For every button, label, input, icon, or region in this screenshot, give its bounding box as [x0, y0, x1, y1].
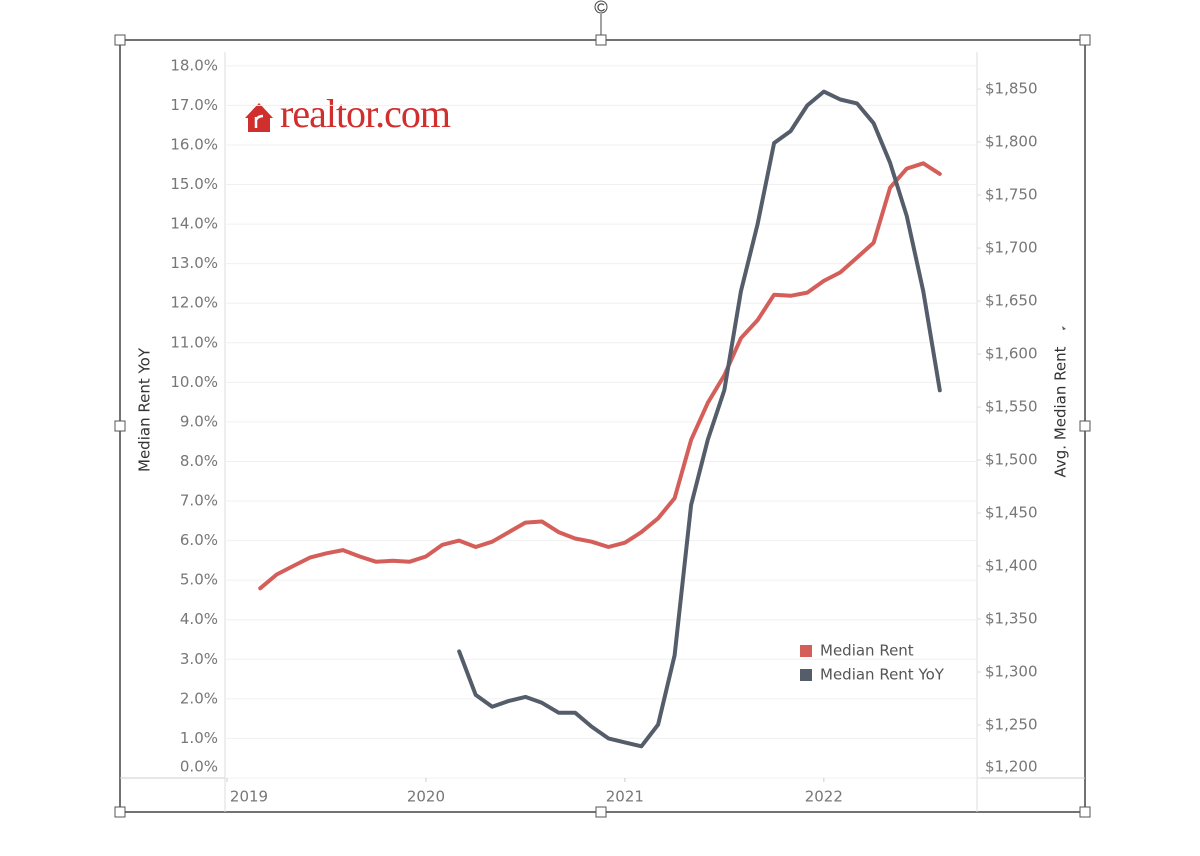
pin-icon	[1056, 326, 1066, 333]
y2-axis-title: Avg. Median Rent	[1052, 346, 1070, 477]
y-axis-title: Median Rent YoY	[136, 347, 154, 472]
y-tick-label: 18.0%	[170, 56, 218, 74]
resize-handle[interactable]	[114, 806, 126, 818]
legend-swatch	[800, 645, 812, 657]
y2-tick-label: $1,550	[985, 398, 1038, 416]
legend-item: Median Rent	[800, 642, 914, 660]
resize-handle[interactable]	[595, 806, 607, 818]
y-tick-label: 9.0%	[180, 412, 218, 430]
y-tick-label: 11.0%	[170, 333, 218, 351]
y2-tick-label: $1,850	[985, 80, 1038, 98]
y-tick-label: 15.0%	[170, 175, 218, 193]
resize-handle[interactable]	[114, 34, 126, 46]
logo-r	[254, 114, 264, 128]
series-line	[258, 161, 942, 591]
resize-handles	[114, 34, 1091, 818]
y2-tick-label: $1,400	[985, 557, 1038, 575]
y2-tick-label: $1,250	[985, 716, 1038, 734]
logo-text: realtor.com	[280, 91, 451, 136]
x-tick-label: 2019	[230, 788, 268, 806]
legend-label: Median Rent YoY	[820, 666, 945, 684]
y-tick-label: 7.0%	[180, 492, 218, 510]
y-tick-label: 1.0%	[180, 729, 218, 747]
y2-tick-label: $1,600	[985, 345, 1038, 363]
selection-frame	[119, 39, 1086, 813]
resize-handle[interactable]	[1079, 806, 1091, 818]
legend-swatch	[800, 669, 812, 681]
series-line	[457, 89, 942, 749]
y-tick-label: 16.0%	[170, 135, 218, 153]
y-tick-label: 6.0%	[180, 531, 218, 549]
resize-handle[interactable]	[114, 420, 126, 432]
y2-tick-label: $1,750	[985, 186, 1038, 204]
y2-tick-label: $1,350	[985, 610, 1038, 628]
y-tick-label: 12.0%	[170, 294, 218, 312]
x-tick-label: 2020	[407, 788, 445, 806]
resize-handle[interactable]	[1079, 420, 1091, 432]
y-tick-label: 13.0%	[170, 254, 218, 272]
y-tick-label: 10.0%	[170, 373, 218, 391]
y-tick-label: 17.0%	[170, 96, 218, 114]
y2-tick-label: $1,450	[985, 504, 1038, 522]
resize-handle[interactable]	[1079, 34, 1091, 46]
y2-tick-label: $1,700	[985, 239, 1038, 257]
legend-label: Median Rent	[820, 642, 914, 660]
y-tick-label: 4.0%	[180, 610, 218, 628]
y-tick-label: 5.0%	[180, 571, 218, 589]
y2-tick-label: $1,300	[985, 663, 1038, 681]
y2-tick-label: $1,800	[985, 133, 1038, 151]
y2-tick-label: $1,200	[985, 758, 1038, 776]
y-tick-label: 2.0%	[180, 689, 218, 707]
y2-tick-label: $1,500	[985, 451, 1038, 469]
y-tick-label: 14.0%	[170, 215, 218, 233]
rotate-icon	[597, 3, 606, 12]
logo: realtor.com	[245, 91, 452, 136]
y-tick-label: 0.0%	[180, 758, 218, 776]
x-tick-label: 2022	[805, 788, 843, 806]
y2-tick-label: $1,650	[985, 292, 1038, 310]
y-tick-label: 8.0%	[180, 452, 218, 470]
resize-handle[interactable]	[595, 34, 607, 46]
x-tick-label: 2021	[606, 788, 644, 806]
legend-item: Median Rent YoY	[800, 666, 945, 684]
y-tick-label: 3.0%	[180, 650, 218, 668]
